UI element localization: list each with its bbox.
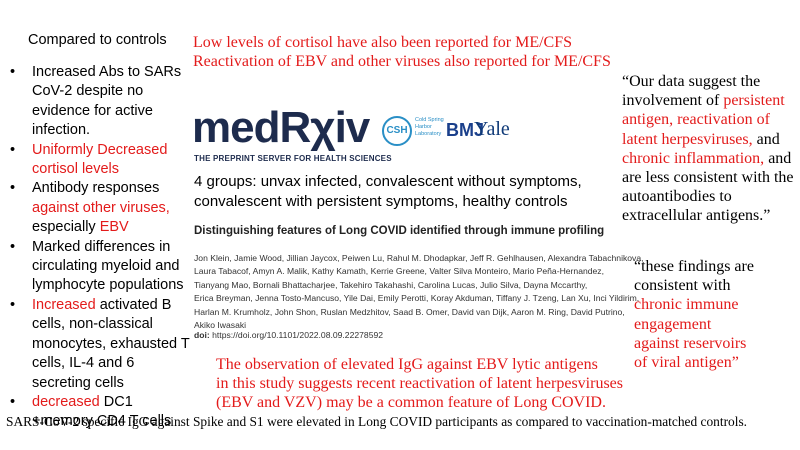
text-segment: persistent antigen, reactivation of late… [622, 92, 785, 148]
observation-line: (EBV and VZV) may be a common feature of… [216, 394, 606, 411]
text-segment: chronic immune engagement against reserv… [634, 296, 747, 372]
doi-label: doi: [194, 330, 210, 340]
author-line: Erica Breyman, Jenna Tosto-Mancuso, Yile… [194, 293, 640, 304]
text-segment: DC1 +memory CD4 T cells [32, 393, 172, 430]
top-note: Reactivation of EBV and other viruses al… [193, 53, 611, 70]
text-segment: Antibody responses [32, 180, 160, 197]
text-segment: against other viruses, [32, 199, 170, 216]
text-segment: especially [32, 219, 100, 236]
text-segment: and are less consistent with the autoant… [622, 149, 794, 225]
observation: The observation of elevated IgG against … [216, 355, 623, 412]
text-segment: chronic inflammation, [622, 149, 765, 167]
author-line: Jon Klein, Jamie Wood, Jillian Jaycox, P… [194, 253, 644, 263]
medrxiv-logo: medRχiv [192, 103, 370, 152]
text-segment: Increased [32, 296, 96, 313]
doi-link: https://doi.org/10.1101/2022.08.09.22278… [212, 330, 384, 340]
text-segment: decreased [32, 393, 100, 410]
paper-title: Distinguishing features of Long COVID id… [194, 225, 605, 237]
csh-logo: CSH [382, 116, 412, 146]
bullet-item: Antibody responses against other viruses… [10, 179, 190, 237]
bmj-logo: BMJ [446, 120, 485, 140]
quote: “Our data suggest the involvement of per… [622, 72, 800, 226]
bullet-item: Uniformly Decreased cortisol levels [10, 141, 190, 180]
bullet-item: Increased activated B cells, non-classic… [10, 296, 190, 393]
csh-name: Cold Spring Harbor Laboratory [415, 117, 444, 137]
groups-text: 4 groups: unvax infected, convalescent w… [194, 173, 582, 210]
observation-line: in this study suggests recent reactivati… [216, 375, 624, 392]
author-line: Tianyang Mao, Bornali Bhattacharjee, Tak… [194, 279, 588, 290]
bullet-item: Marked differences in circulating myeloi… [10, 238, 190, 296]
text-segment: EBV [99, 219, 129, 236]
top-note: Low levels of cortisol have also been re… [193, 34, 573, 51]
medrxiv-tagline: THE PREPRINT SERVER FOR HEALTH SCIENCES [194, 154, 392, 163]
text-segment: Marked differences in circulating myeloi… [32, 238, 184, 294]
text-segment: Increased Abs to SARs CoV-2 despite no e… [32, 64, 182, 139]
quote: “these findings are consistent with chro… [634, 257, 756, 372]
author-line: Harlan M. Krumholz, John Shon, Ruslan Me… [194, 306, 625, 317]
text-segment: and [752, 130, 780, 148]
observation-line: The observation of elevated IgG against … [216, 356, 598, 373]
bullet-item: Increased Abs to SARs CoV-2 despite no e… [10, 63, 190, 141]
author-line: Laura Tabacof, Amyn A. Malik, Kathy Kama… [194, 266, 604, 277]
doi: doi: https://doi.org/10.1101/2022.08.09.… [194, 330, 383, 340]
author-list: Jon Klein, Jamie Wood, Jillian Jaycox, P… [194, 252, 644, 332]
bullet-item: decreased DC1 +memory CD4 T cells [10, 393, 190, 432]
left-heading: Compared to controls [28, 32, 167, 48]
footer: SARS-CoV-2 specific IgG against Spike an… [6, 414, 748, 429]
bullet-list: Increased Abs to SARs CoV-2 despite no e… [0, 63, 190, 432]
text-segment: activated B cells, non-classical monocyt… [32, 296, 190, 391]
text-segment: “these findings are consistent with [634, 258, 754, 295]
author-line: Akiko Iwasaki [194, 320, 247, 331]
text-segment: “Our data suggest the involvement of [622, 73, 761, 110]
text-segment: Uniformly Decreased cortisol levels [32, 141, 168, 178]
yale-logo: Yale [474, 118, 510, 140]
